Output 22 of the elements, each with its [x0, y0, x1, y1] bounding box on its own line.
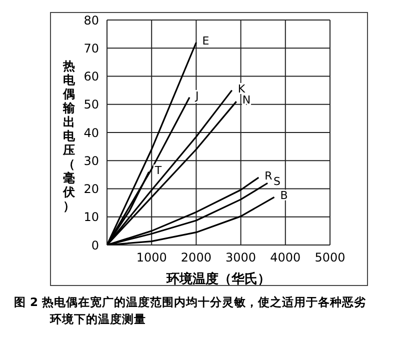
y-tick-label: 40: [84, 126, 99, 140]
series-label: E: [202, 34, 210, 48]
y-tick-label: 70: [84, 41, 99, 56]
x-tick-label: 1000: [136, 250, 167, 265]
y-tick-label: 0: [91, 238, 99, 252]
y-tick-label: 10: [84, 210, 99, 224]
series-label: R: [264, 170, 273, 182]
series-label: J: [194, 89, 199, 102]
series-label: T: [154, 164, 162, 177]
y-tick-label: 50: [84, 98, 99, 112]
series-label: S: [274, 175, 281, 188]
x-tick-label: 3000: [226, 250, 256, 265]
x-tick-label: 5000: [314, 250, 346, 265]
y-tick-label: 30: [84, 154, 99, 168]
y-tick-label: 20: [84, 182, 99, 196]
series-label: N: [242, 94, 251, 107]
x-tick-label: 4000: [270, 250, 301, 265]
y-tick-label: 80: [84, 13, 99, 28]
caption: 图 2 热电偶在宽广的温度范围内均十分灵敏，使之适用于各种恶劣环境下的温度测量: [14, 294, 368, 328]
x-tick-label: 2000: [180, 250, 212, 265]
text: 热电偶输出电压（毫伏）: [63, 59, 75, 213]
y-tick-label: 60: [84, 70, 99, 84]
